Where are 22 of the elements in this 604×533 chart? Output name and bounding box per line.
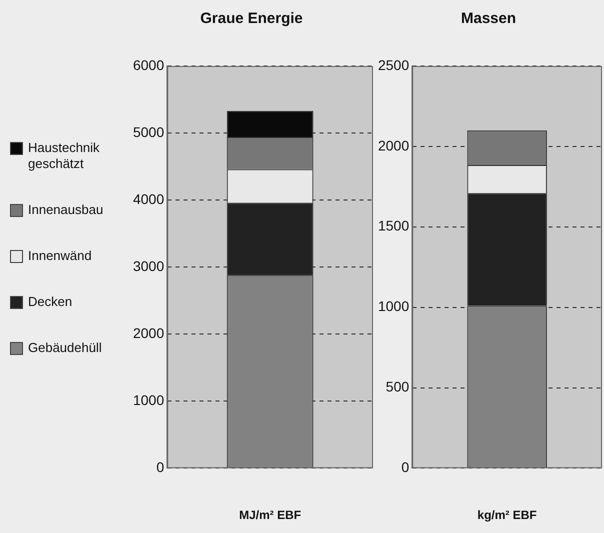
y-tick-label: 6000: [132, 56, 164, 73]
legend-label: Decken: [28, 294, 74, 310]
y-tick-label: 1000: [378, 298, 410, 314]
chart-title: Graue Energie: [200, 10, 303, 28]
y-tick-label: 5000: [132, 124, 164, 140]
y-tick-label: 500: [386, 378, 410, 395]
y-tick-label: 3000: [132, 258, 164, 274]
legend-label: Innenwänd: [28, 248, 93, 264]
y-tick-label: 2500: [378, 56, 410, 73]
y-tick-label: 1000: [132, 392, 164, 408]
y-tick-label: 2000: [132, 324, 164, 341]
legend-label: Haustechnik geschätzt: [28, 140, 101, 172]
y-tick-label: 0: [156, 459, 164, 476]
y-tick-label: 1500: [378, 218, 410, 234]
chart-title: Massen: [460, 10, 516, 28]
y-tick-label: 0: [401, 459, 410, 476]
legend-label: Innenausbau: [28, 202, 104, 218]
x-axis-title: MJ/m² EBF: [239, 508, 302, 522]
y-tick-label: 2000: [378, 137, 410, 154]
x-axis-title: kg/m² EBF: [477, 508, 537, 522]
y-tick-label: 4000: [132, 190, 164, 207]
legend-label: Gebäudehüll: [28, 340, 103, 356]
